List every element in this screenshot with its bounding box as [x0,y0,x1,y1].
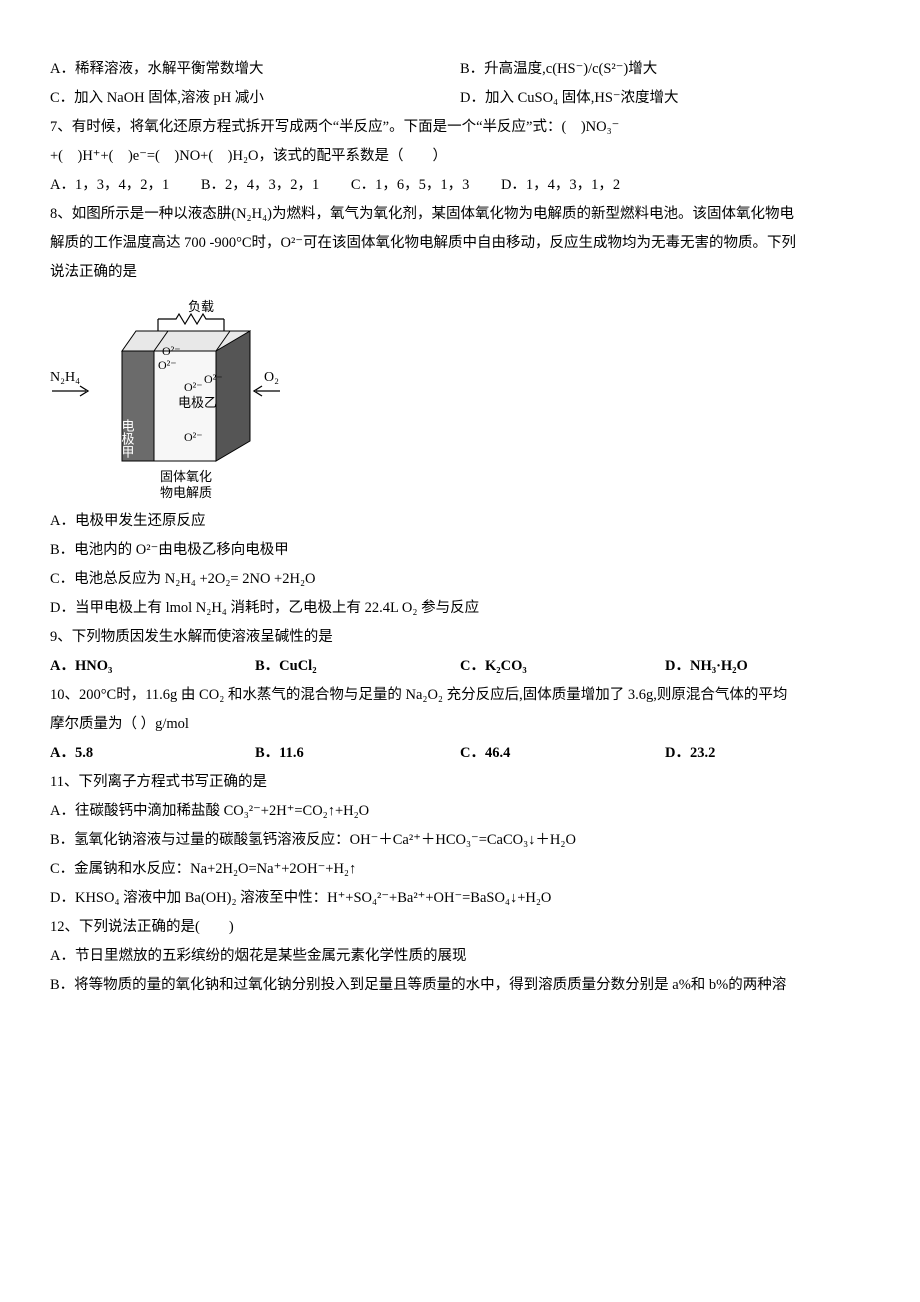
q8-opt-c: C．电池总反应为 N₂H₄ +2O₂= 2NO +2H₂O [50,565,870,594]
o2ion-3: O²⁻ [184,380,203,394]
q7-opt-c: C．1，6，5，1，3 [351,177,469,193]
q9-opt-d: D．NH₃·H₂O [665,652,870,681]
q7-opt-d: D．1，4，3，1，2 [501,177,620,193]
arrow-left-icon [52,386,88,396]
q12-opt-b: B．将等物质的量的氧化钠和过氧化钠分别投入到足量且等质量的水中，得到溶质质量分数… [50,971,870,1000]
q9-stem: 9、下列物质因发生水解而使溶液呈碱性的是 [50,623,870,652]
resistor-icon [158,314,224,324]
q6-row2: C．加入 NaOH 固体,溶液 pH 减小 D．加入 CuSO₄ 固体,HS⁻浓… [50,84,870,113]
q11-opt-a: A．往碳酸钙中滴加稀盐酸 CO₃²⁻+2H⁺=CO₂↑+H₂O [50,797,870,826]
q7-opts: A．1，3，4，2，1 B．2，4，3，2，1 C．1，6，5，1，3 D．1，… [50,171,870,200]
q8-opt-a: A．电极甲发生还原反应 [50,507,870,536]
q8-stem-3: 说法正确的是 [50,258,870,287]
q8-stem-1: 8、如图所示是一种以液态肼(N₂H₄)为燃料，氧气为氧化剂，某固体氧化物为电解质… [50,200,870,229]
label-n2h4: N₂H₄ [50,370,80,385]
q10-stem-2: 摩尔质量为（ ）g/mol [50,710,870,739]
q11-stem: 11、下列离子方程式书写正确的是 [50,768,870,797]
o2ion-1: O²⁻ [162,344,181,358]
q9-opt-c: C．K₂CO₃ [460,652,665,681]
q12-opt-a: A．节日里燃放的五彩缤纷的烟花是某些金属元素化学性质的展现 [50,942,870,971]
q11-opt-c: C．金属钠和水反应：Na+2H₂O=Na⁺+2OH⁻+H₂↑ [50,855,870,884]
label-o2: O₂ [264,370,279,385]
q10-opt-d: D．23.2 [665,739,870,768]
q6-opt-b: B．升高温度,c(HS⁻)/c(S²⁻)增大 [460,55,870,84]
electrode-b-slab [216,331,250,461]
q8-stem-2: 解质的工作温度高达 700 -900°C时，O²⁻可在该固体氧化物电解质中自由移… [50,229,870,258]
q6-opt-c: C．加入 NaOH 固体,溶液 pH 减小 [50,84,460,113]
label-load: 负载 [188,299,214,314]
q6-row1: A．稀释溶液，水解平衡常数增大 B．升高温度,c(HS⁻)/c(S²⁻)增大 [50,55,870,84]
q8-opt-b: B．电池内的 O²⁻由电极乙移向电极甲 [50,536,870,565]
q7-stem-2: +( )H⁺+( )e⁻=( )NO+( )H₂O，该式的配平系数是（ ） [50,142,870,171]
q10-opt-a: A．5.8 [50,739,255,768]
q9-opt-b: B．CuCl₂ [255,652,460,681]
q10-opt-b: B．11.6 [255,739,460,768]
q8-opt-d: D．当甲电极上有 lmol N₂H₄ 消耗时，乙电极上有 22.4L O₂ 参与… [50,594,870,623]
q7-opt-b: B．2，4，3，2，1 [201,177,319,193]
q11-opt-b: B．氢氧化钠溶液与过量的碳酸氢钙溶液反应：OH⁻＋Ca²⁺＋HCO₃⁻=CaCO… [50,826,870,855]
q7-opt-a: A．1，3，4，2，1 [50,177,169,193]
label-electrode-a: 电极甲 [120,419,135,458]
label-solid-1: 固体氧化 [160,469,212,484]
q10-opt-c: C．46.4 [460,739,665,768]
q11-opt-d: D．KHSO₄ 溶液中加 Ba(OH)₂ 溶液至中性：H⁺+SO₄²⁻+Ba²⁺… [50,884,870,913]
o2ion-5: O²⁻ [184,430,203,444]
q10-opts: A．5.8 B．11.6 C．46.4 D．23.2 [50,739,870,768]
label-solid-2: 物电解质 [160,485,212,500]
q9-opt-a: A．HNO₃ [50,652,255,681]
q6-opt-d: D．加入 CuSO₄ 固体,HS⁻浓度增大 [460,84,870,113]
o2ion-4: O²⁻ [204,372,223,386]
q10-stem-1: 10、200°C时，11.6g 由 CO₂ 和水蒸气的混合物与足量的 Na₂O₂… [50,681,870,710]
q6-opt-a: A．稀释溶液，水解平衡常数增大 [50,55,460,84]
fuel-cell-diagram: 负载 O²⁻ O²⁻ O²⁻ O²⁻ O²⁻ 电极甲 电极乙 N₂H₄ O₂ 固… [50,295,282,503]
q7-stem-1: 7、有时候，将氧化还原方程式拆开写成两个“半反应”。下面是一个“半反应”式：( … [50,113,870,142]
label-electrode-b: 电极乙 [178,395,217,410]
arrow-right-icon [254,386,280,396]
o2ion-2: O²⁻ [158,358,177,372]
q12-stem: 12、下列说法正确的是( ) [50,913,870,942]
q9-opts: A．HNO₃ B．CuCl₂ C．K₂CO₃ D．NH₃·H₂O [50,652,870,681]
